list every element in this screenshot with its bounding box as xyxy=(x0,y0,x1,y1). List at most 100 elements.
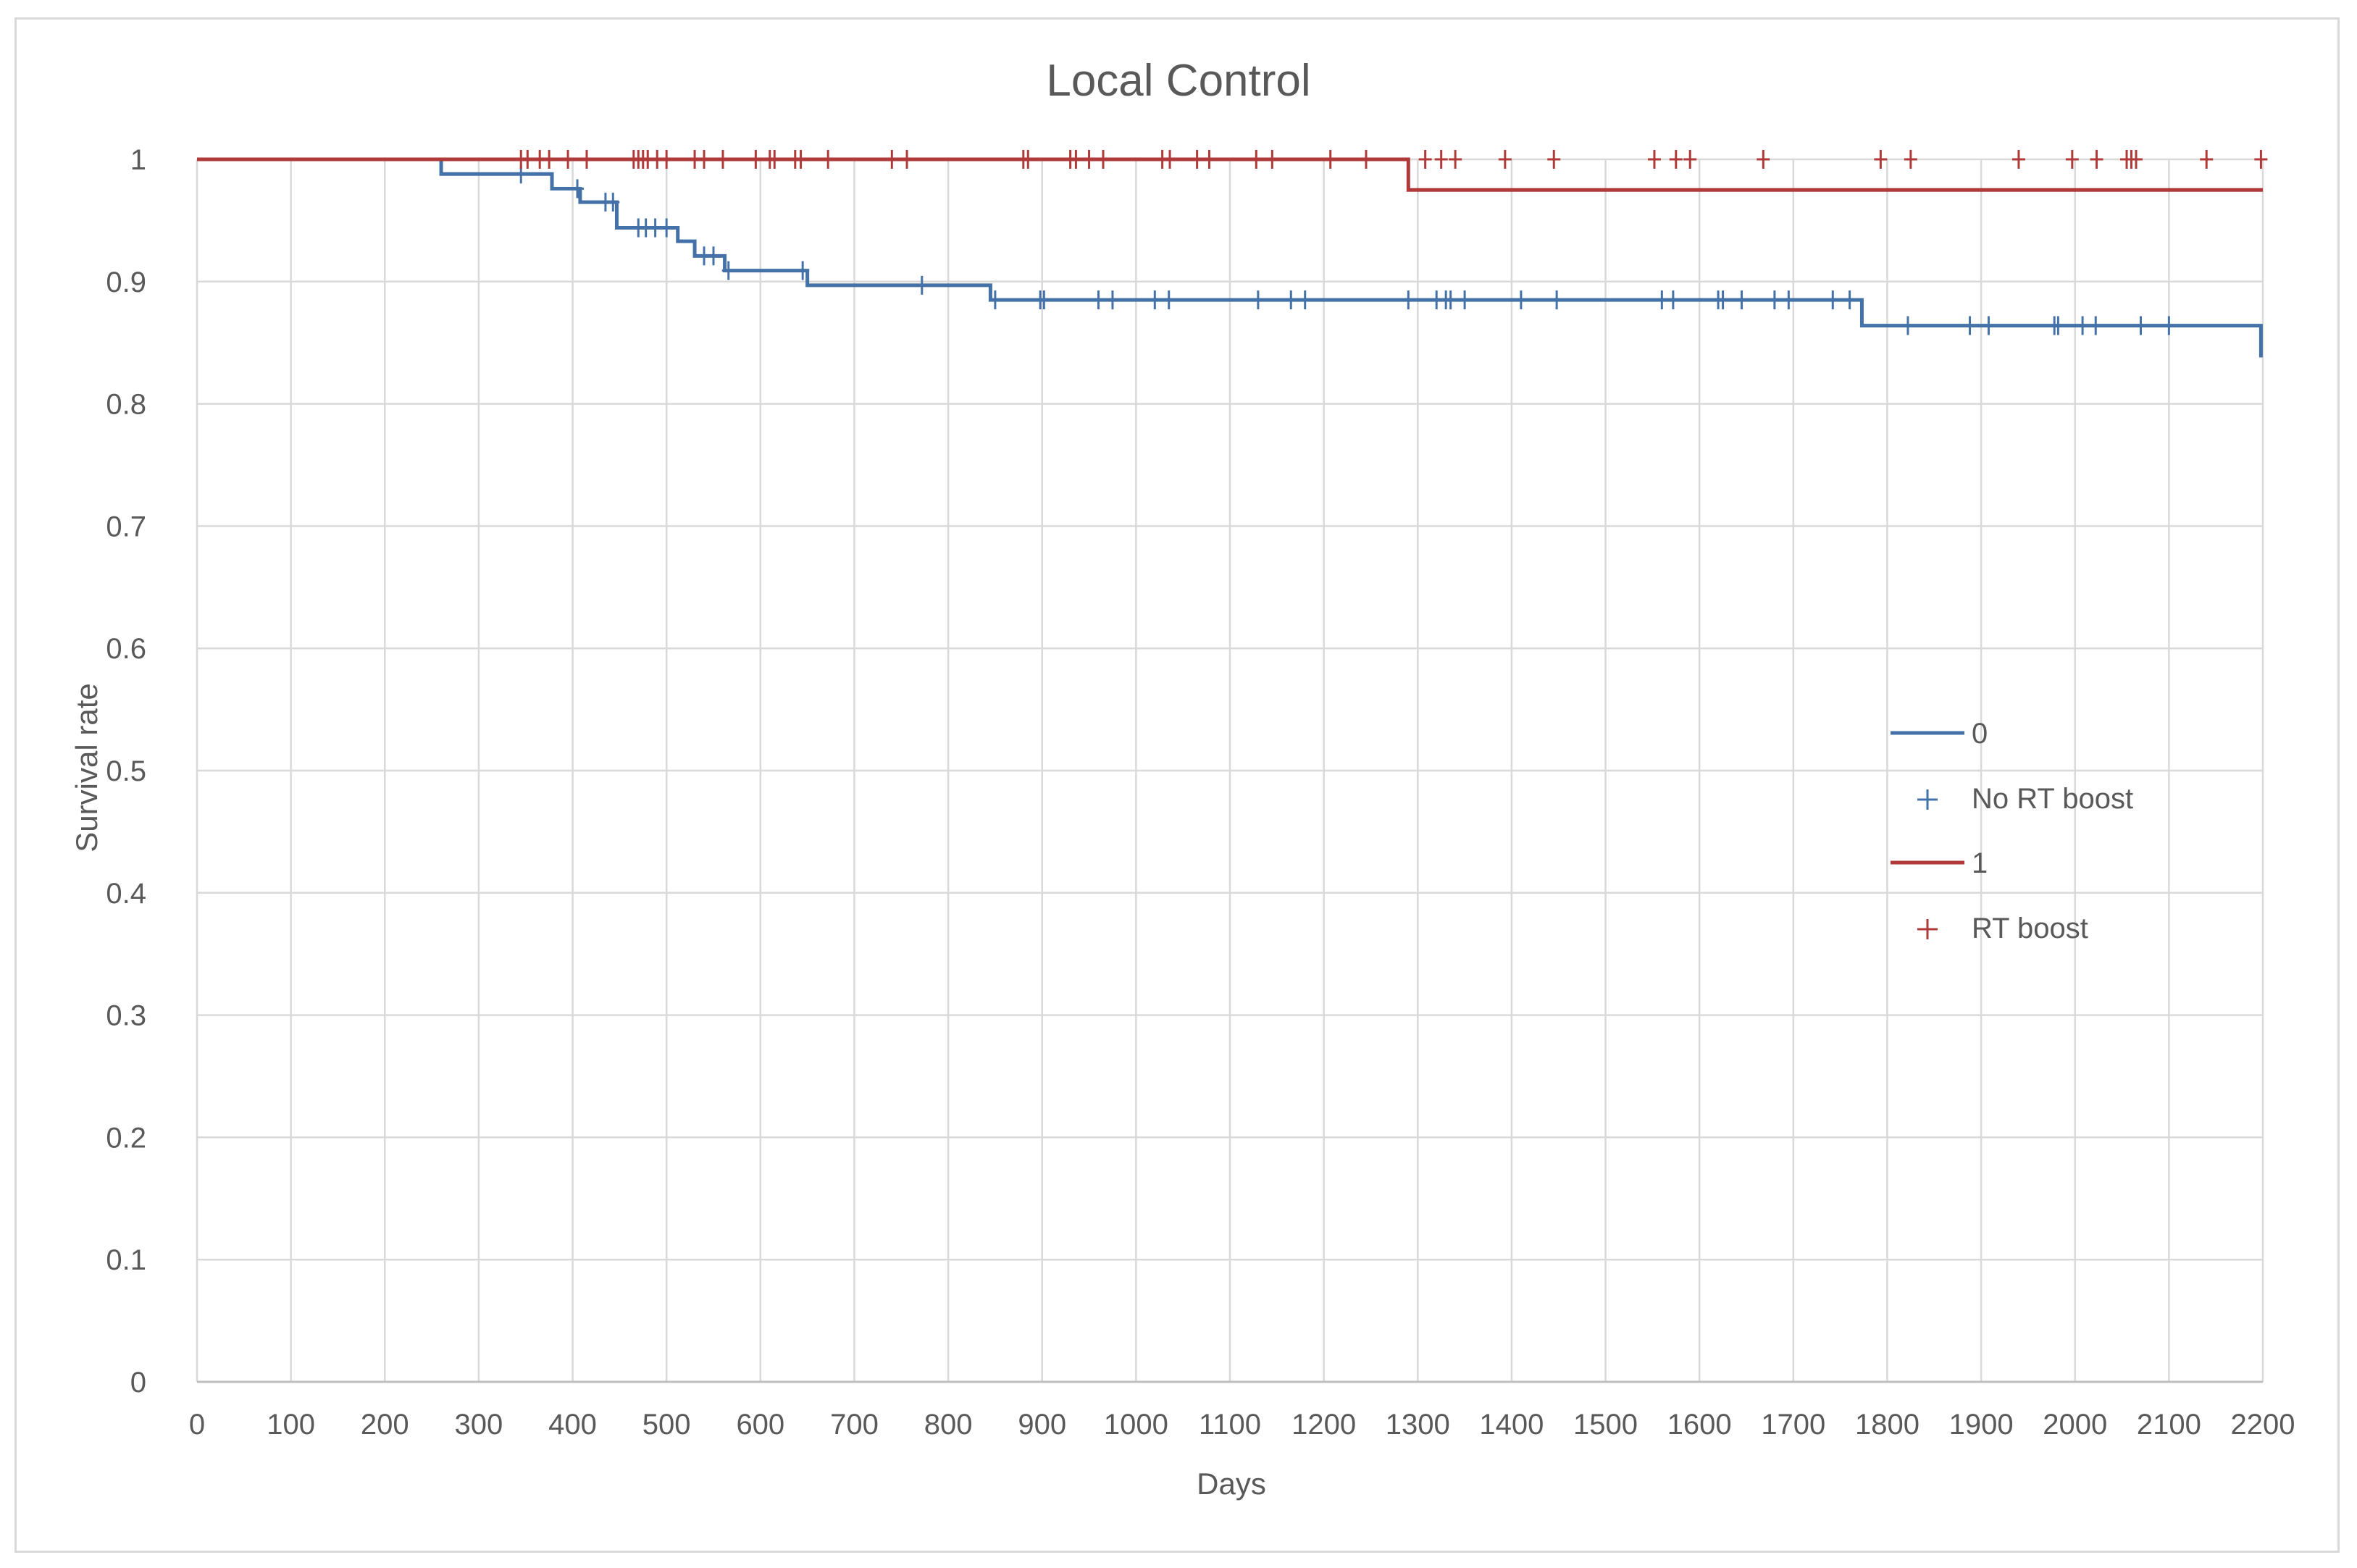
censor-mark-1 xyxy=(2200,150,2214,169)
y-tick-label: 0.6 xyxy=(106,633,146,665)
censor-mark-0 xyxy=(2051,316,2065,335)
censor-mark-0 xyxy=(707,246,720,266)
grid-layer xyxy=(196,158,2264,1383)
censor-mark-1 xyxy=(1547,150,1561,169)
x-tick-label: 1100 xyxy=(1199,1409,1261,1441)
censor-mark-0 xyxy=(1843,290,1856,310)
censor-mark-1 xyxy=(1249,150,1263,169)
axis-layer: 0 100 200 300 400 500 600 700 800 900 1000 1100 1200… xyxy=(106,144,2295,1441)
censor-mark-0 xyxy=(571,179,585,198)
censor-mark-1 xyxy=(2090,150,2103,169)
y-tick-label: 0.2 xyxy=(106,1122,146,1154)
censor-mark-1 xyxy=(2129,150,2143,169)
x-tick-label: 500 xyxy=(642,1409,691,1441)
censor-mark-0 xyxy=(606,193,620,212)
censor-mark-0 xyxy=(721,261,735,280)
legend-label-rt-boost: RT boost xyxy=(1972,913,2088,944)
x-tick-label: 2000 xyxy=(2043,1409,2107,1441)
censor-mark-0 xyxy=(1037,290,1051,310)
censor-mark-1 xyxy=(1265,150,1279,169)
censor-mark-0 xyxy=(1444,290,1457,310)
censor-mark-1 xyxy=(794,150,808,169)
x-tick-label: 1000 xyxy=(1104,1409,1168,1441)
censor-mark-1 xyxy=(885,150,899,169)
censor-mark-0 xyxy=(1550,290,1564,310)
x-tick-label: 1700 xyxy=(1761,1409,1825,1441)
y-tick-label: 1 xyxy=(130,144,146,176)
x-tick-label: 1200 xyxy=(1291,1409,1356,1441)
x-axis-title: Days xyxy=(1197,1467,1266,1501)
chart-frame xyxy=(14,17,2340,1553)
censor-mark-1 xyxy=(2011,150,2025,169)
censor-mark-1 xyxy=(1202,150,1216,169)
censor-mark-1 xyxy=(698,150,711,169)
x-tick-label: 1800 xyxy=(1855,1409,1919,1441)
legend-swatch-no-rt-boost xyxy=(1917,789,1938,810)
censor-mark-1 xyxy=(1021,150,1035,169)
censor-mark-1 xyxy=(1082,150,1096,169)
x-tick-label: 2100 xyxy=(2137,1409,2201,1441)
censor-mark-1 xyxy=(821,150,835,169)
censor-mark-0 xyxy=(1251,290,1265,310)
censor-mark-0 xyxy=(2134,316,2148,335)
censor-mark-1 xyxy=(2254,150,2268,169)
censor-mark-1 xyxy=(768,150,782,169)
censor-mark-1 xyxy=(1647,150,1661,169)
x-tick-label: 600 xyxy=(736,1409,784,1441)
y-tick-label: 0.3 xyxy=(106,1000,146,1032)
censor-mark-0 xyxy=(648,218,662,238)
censor-mark-1 xyxy=(1874,150,1888,169)
censor-mark-0 xyxy=(1826,290,1840,310)
censor-mark-1 xyxy=(660,150,674,169)
censor-mark-1 xyxy=(1669,150,1683,169)
legend: 0 No RT boost 1 RT boost xyxy=(1891,718,2133,944)
legend-label-series-0: 0 xyxy=(1972,718,1988,750)
censor-mark-1 xyxy=(900,150,914,169)
censor-mark-1 xyxy=(561,150,575,169)
censor-mark-1 xyxy=(1449,150,1462,169)
x-tick-label: 100 xyxy=(267,1409,315,1441)
x-tick-label: 400 xyxy=(548,1409,597,1441)
censor-mark-1 xyxy=(1418,150,1432,169)
x-tick-label: 700 xyxy=(830,1409,879,1441)
censor-mark-0 xyxy=(2076,316,2090,335)
censor-mark-1 xyxy=(1498,150,1512,169)
legend-label-no-rt-boost: No RT boost xyxy=(1972,783,2133,815)
censor-mark-1 xyxy=(1359,150,1373,169)
censor-mark-0 xyxy=(1716,290,1730,310)
x-tick-label: 800 xyxy=(924,1409,973,1441)
censor-mark-1 xyxy=(543,150,556,169)
censor-mark-0 xyxy=(1162,290,1176,310)
x-tick-label: 1400 xyxy=(1479,1409,1544,1441)
censor-mark-0 xyxy=(1767,290,1781,310)
censor-mark-1 xyxy=(1069,150,1083,169)
x-tick-label: 300 xyxy=(455,1409,503,1441)
censor-mark-0 xyxy=(1105,290,1119,310)
survival-line-series-0 xyxy=(197,157,2263,358)
censor-mark-0 xyxy=(1655,290,1669,310)
x-tick-label: 2200 xyxy=(2231,1409,2295,1441)
chart-title: Local Control xyxy=(1046,56,1310,106)
censor-mark-1 xyxy=(1757,150,1770,169)
censor-mark-0 xyxy=(915,275,929,295)
censor-mark-0 xyxy=(1782,290,1796,310)
y-tick-label: 0.4 xyxy=(106,878,146,910)
x-tick-label: 0 xyxy=(189,1409,205,1441)
legend-swatch-rt-boost xyxy=(1917,919,1938,939)
censor-mark-1 xyxy=(1096,150,1110,169)
censor-mark-0 xyxy=(1901,316,1914,335)
censor-mark-0 xyxy=(796,261,810,280)
censor-mark-1 xyxy=(1190,150,1204,169)
censor-mark-0 xyxy=(1402,290,1415,310)
legend-label-series-1: 1 xyxy=(1972,847,1988,879)
y-tick-label: 0.7 xyxy=(106,511,146,542)
censor-mark-1 xyxy=(1323,150,1337,169)
x-tick-label: 900 xyxy=(1018,1409,1066,1441)
y-tick-label: 0.9 xyxy=(106,267,146,298)
censor-mark-0 xyxy=(660,218,674,238)
censor-mark-1 xyxy=(1163,150,1177,169)
censor-mark-1 xyxy=(716,150,729,169)
censor-mark-1 xyxy=(1683,150,1697,169)
censor-mark-1 xyxy=(749,150,763,169)
y-tick-label: 0 xyxy=(130,1367,146,1399)
